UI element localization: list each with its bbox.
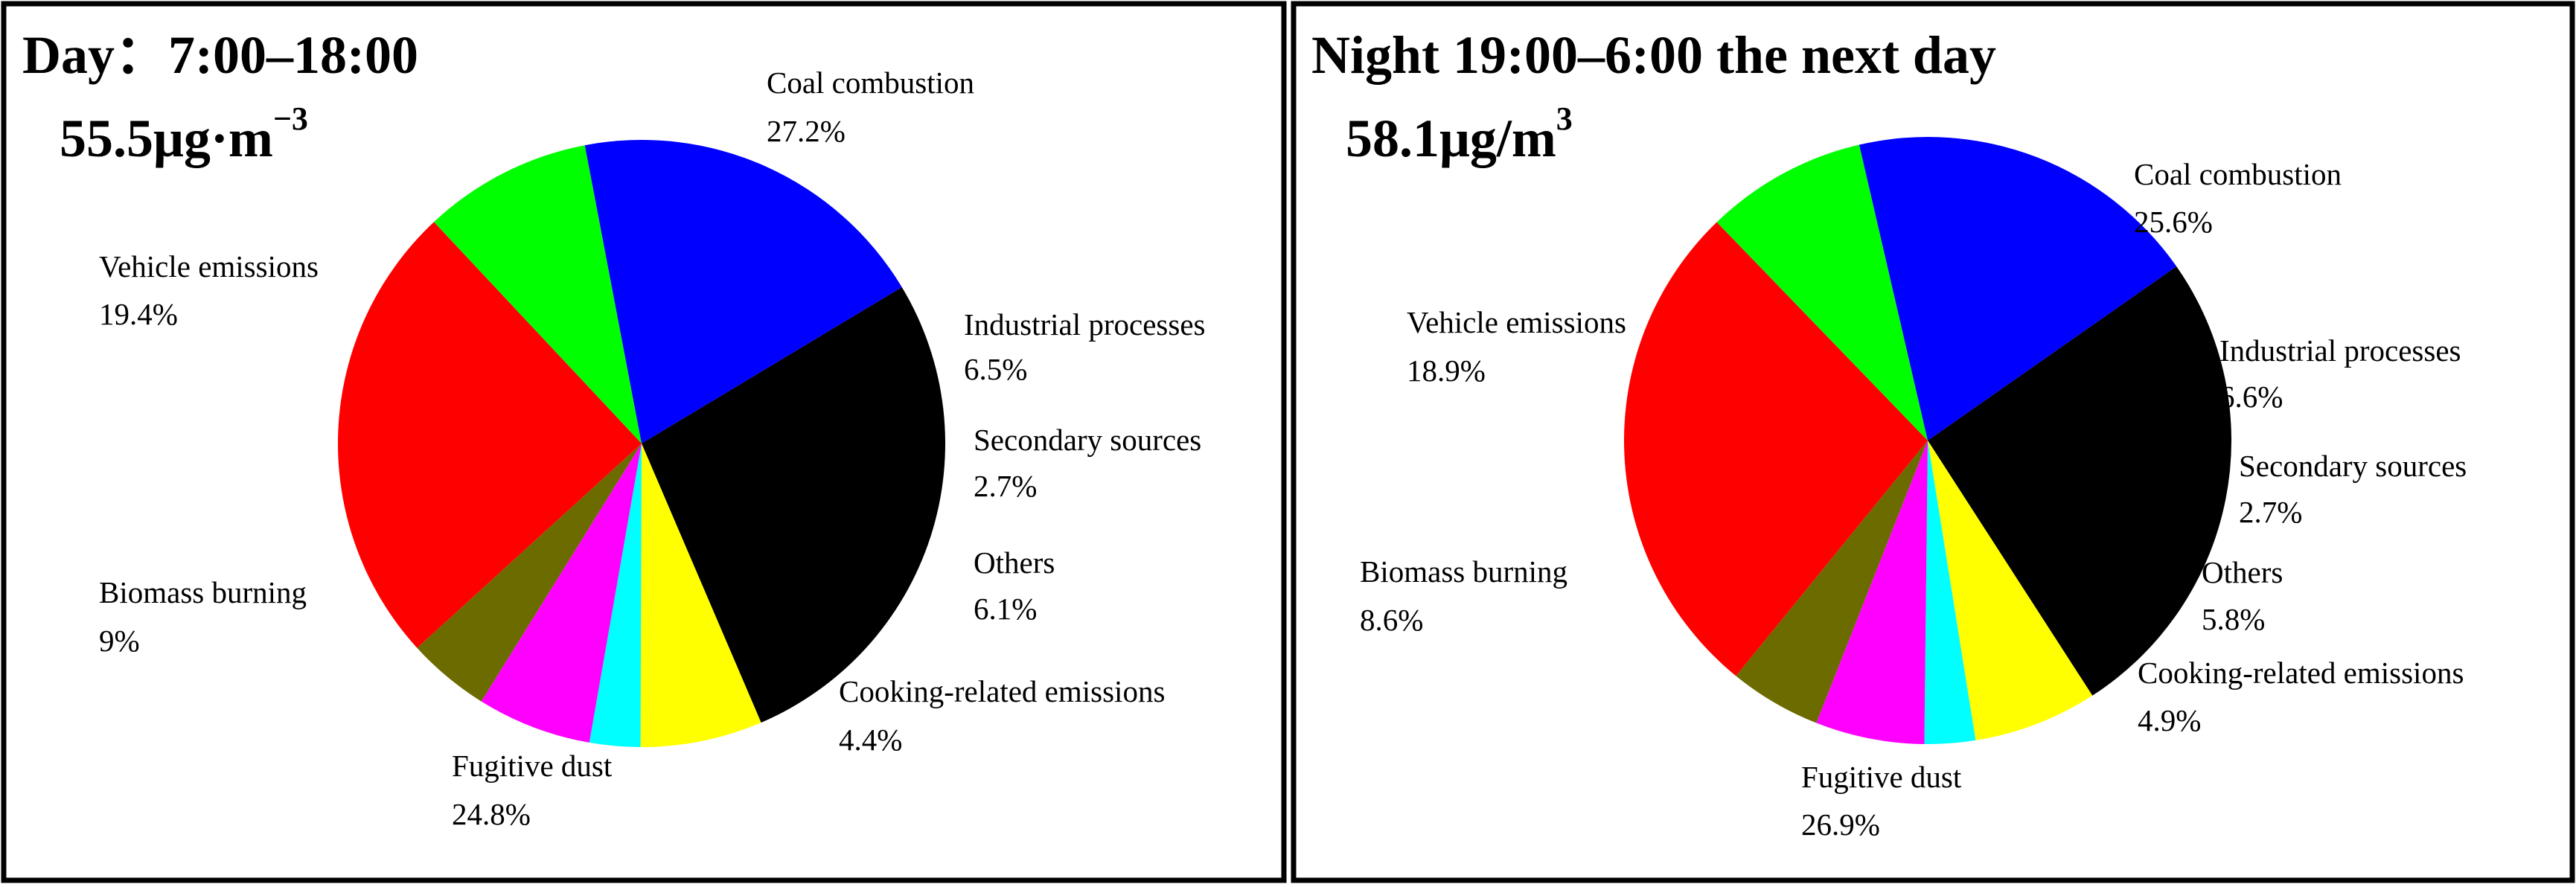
value-day-cooking-related-emissions: 4.4% [839, 723, 902, 757]
panel-day-frame [1, 1, 1287, 883]
value-day-industrial-processes: 6.5% [964, 352, 1027, 386]
panel-day-title: Day：7:00–18:00 [22, 25, 418, 85]
label-day-vehicle-emissions: Vehicle emissions [99, 249, 319, 284]
label-night-cooking-related-emissions: Cooking-related emissions [2138, 656, 2464, 690]
value-night-secondary-sources: 2.7% [2239, 495, 2302, 529]
slice-night-others [1816, 441, 1928, 744]
value-night-others: 5.8% [2202, 602, 2265, 636]
label-night-fugitive-dust: Fugitive dust [1801, 760, 1962, 794]
slice-night-vehicle-emissions [1859, 136, 2177, 441]
panel-night-frame [1291, 1, 2575, 883]
value-day-fugitive-dust: 24.8% [452, 797, 531, 831]
slice-day-biomass-burning [434, 145, 642, 444]
value-day-coal-combustion: 27.2% [767, 114, 846, 148]
value-day-secondary-sources: 2.7% [974, 469, 1037, 503]
slice-day-industrial-processes [640, 444, 761, 748]
slice-day-secondary-sources [589, 444, 642, 747]
slice-day-vehicle-emissions [584, 140, 902, 444]
slice-night-fugitive-dust [1623, 222, 1928, 676]
slice-day-fugitive-dust [338, 222, 642, 648]
slice-day-coal-combustion [642, 286, 945, 723]
label-night-vehicle-emissions: Vehicle emissions [1407, 305, 1626, 339]
pie-night-slices [1623, 136, 2232, 744]
label-day-secondary-sources: Secondary sources [974, 423, 1201, 457]
panel-day: Day：7:00–18:00 55.5μg·m−3 Coal combustio… [1, 1, 1287, 883]
value-night-coal-combustion: 25.6% [2134, 205, 2213, 239]
value-night-vehicle-emissions: 18.9% [1407, 353, 1486, 388]
pie-night-labels: Coal combustion 25.6% Industrial process… [1360, 157, 2467, 842]
label-day-cooking-related-emissions: Cooking-related emissions [839, 674, 1165, 708]
slice-day-cooking-related-emissions [417, 444, 642, 702]
value-night-industrial-processes: 6.6% [2219, 380, 2283, 414]
label-night-secondary-sources: Secondary sources [2239, 449, 2467, 483]
panel-day-concentration: 55.5μg·m−3 [60, 100, 308, 168]
slice-night-biomass-burning [1716, 144, 1928, 441]
label-night-biomass-burning: Biomass burning [1360, 554, 1567, 589]
panel-night-concentration: 58.1μg/m3 [1346, 100, 1573, 168]
slice-night-cooking-related-emissions [1736, 441, 1928, 723]
label-day-others: Others [974, 545, 1055, 580]
panel-night-title: Night 19:00–6:00 the next day [1311, 25, 1996, 85]
value-night-fugitive-dust: 26.9% [1801, 807, 1880, 842]
pie-day-labels: Coal combustion 27.2% Industrial process… [99, 65, 1206, 831]
pie-day-slices [338, 140, 945, 748]
slice-night-industrial-processes [1928, 441, 2093, 740]
value-day-vehicle-emissions: 19.4% [99, 297, 178, 331]
slice-day-others [481, 444, 642, 743]
panel-night: Night 19:00–6:00 the next day 58.1μg/m3 … [1291, 1, 2575, 883]
value-night-cooking-related-emissions: 4.9% [2138, 703, 2201, 737]
value-night-biomass-burning: 8.6% [1360, 603, 1423, 637]
value-day-others: 6.1% [974, 592, 1037, 626]
slice-night-secondary-sources [1924, 441, 1976, 744]
value-day-biomass-burning: 9% [99, 624, 140, 658]
label-day-fugitive-dust: Fugitive dust [452, 749, 613, 783]
label-day-coal-combustion: Coal combustion [767, 65, 974, 100]
label-night-coal-combustion: Coal combustion [2134, 157, 2342, 191]
label-day-industrial-processes: Industrial processes [964, 307, 1206, 342]
label-night-others: Others [2202, 555, 2283, 589]
label-night-industrial-processes: Industrial processes [2219, 333, 2461, 368]
label-day-biomass-burning: Biomass burning [99, 575, 307, 609]
slice-night-coal-combustion [1928, 266, 2232, 696]
